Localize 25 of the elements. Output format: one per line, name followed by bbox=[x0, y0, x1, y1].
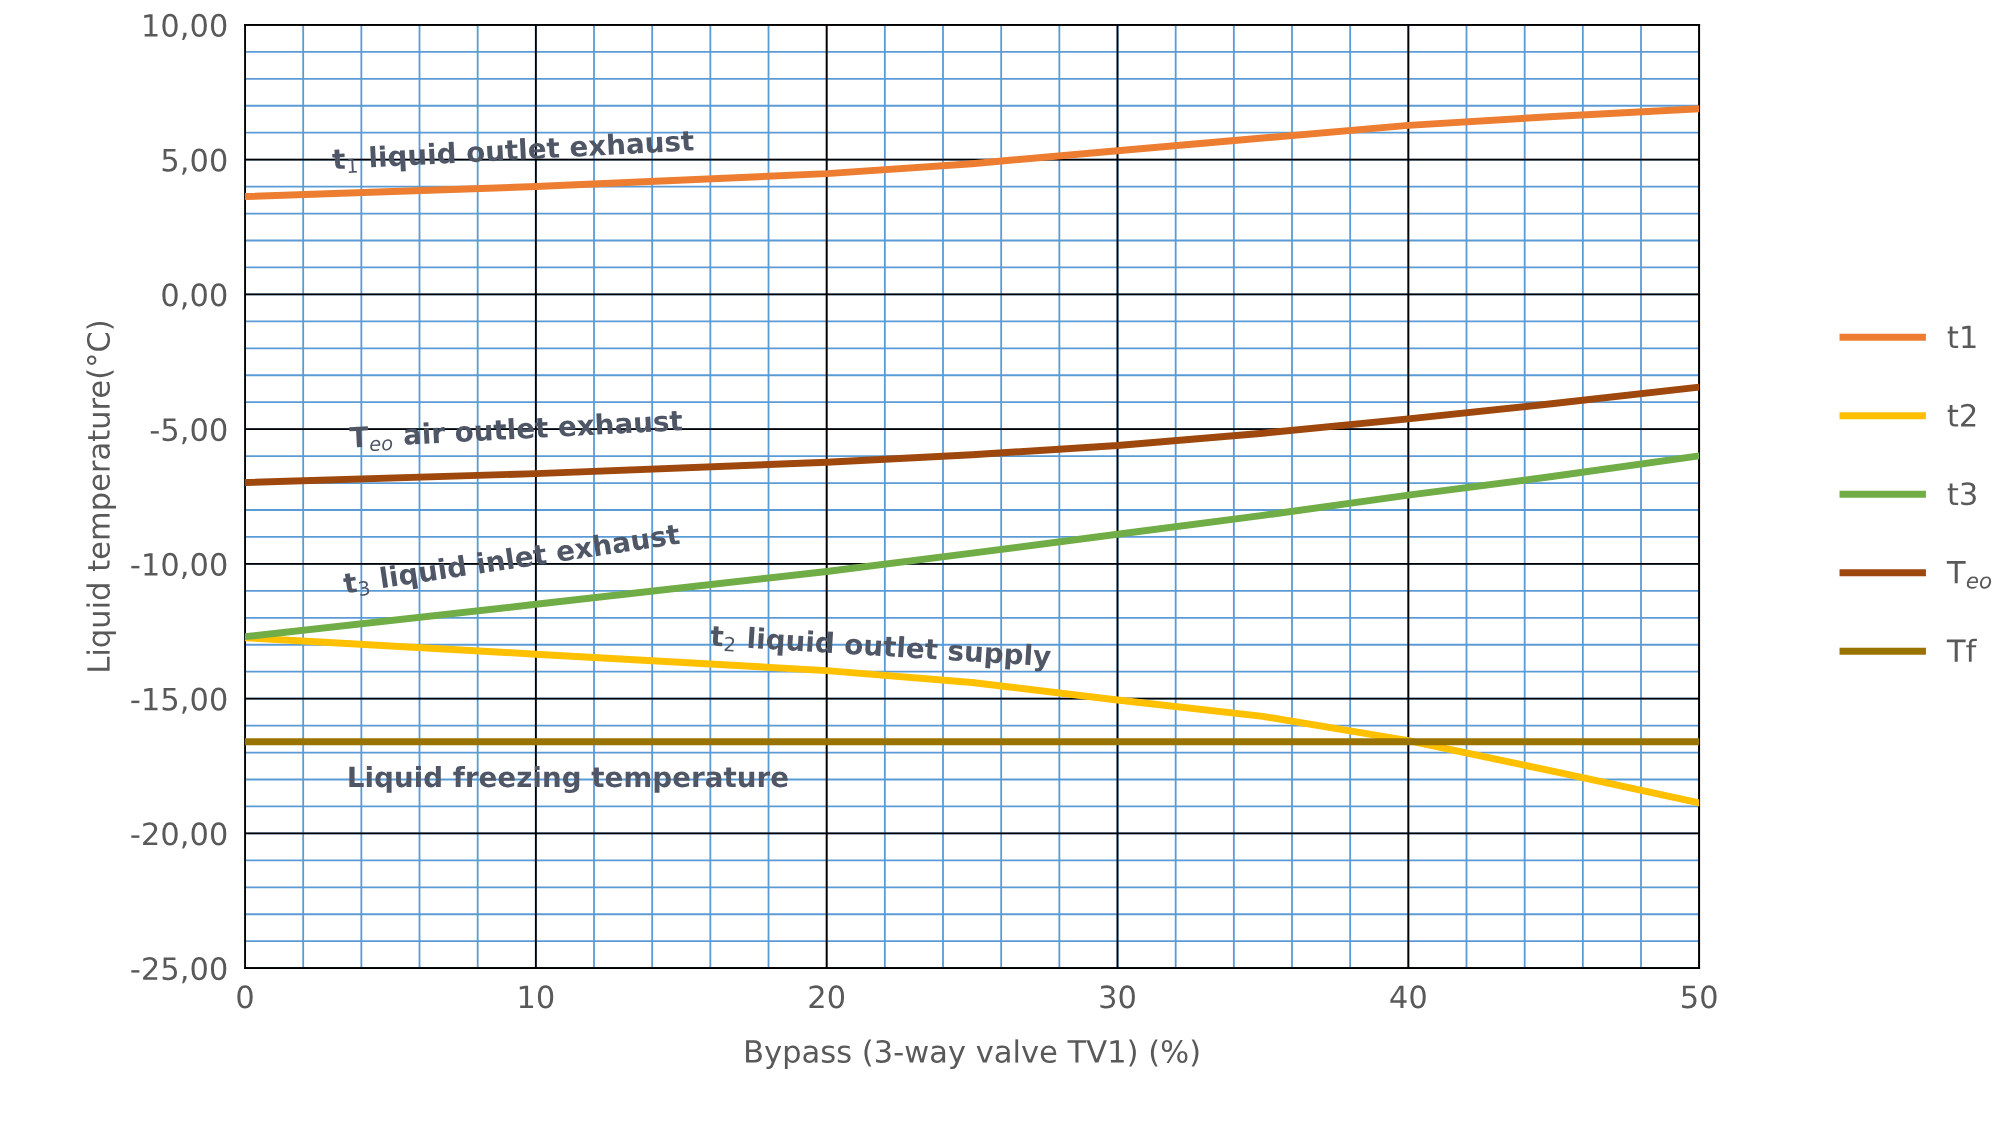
y-tick-label: -15,00 bbox=[131, 687, 227, 714]
x-tick-label: 40 bbox=[1390, 985, 1426, 1009]
legend-label: t1 bbox=[1947, 325, 1976, 349]
legend-label: t3 bbox=[1947, 482, 1976, 506]
x-tick-label: 20 bbox=[809, 985, 845, 1009]
y-tick-label: -25,00 bbox=[131, 957, 227, 984]
annotation: t$_{3}$ liquid inlet exhaust bbox=[342, 522, 682, 600]
y-tick-label: 10,00 bbox=[144, 13, 227, 41]
x-axis-title: Bypass (3-way valve TV1) (%) bbox=[746, 1039, 1199, 1069]
legend-label: t2 bbox=[1947, 403, 1976, 427]
y-tick-label: 5,00 bbox=[162, 148, 227, 175]
y-tick-label: -20,00 bbox=[131, 822, 227, 849]
annotation: t$_{1}$ liquid outlet exhaust bbox=[331, 129, 695, 176]
x-tick-label: 0 bbox=[237, 985, 253, 1009]
legend-label: T$_{eo}$ bbox=[1946, 561, 1992, 589]
y-axis-title: Liquid temperature(°C) bbox=[86, 321, 116, 671]
y-tick-label: 0,00 bbox=[162, 283, 227, 310]
x-tick-label: 50 bbox=[1682, 985, 1717, 1009]
x-tick-label: 30 bbox=[1100, 985, 1135, 1009]
y-tick-label: -5,00 bbox=[150, 418, 227, 445]
annotation: T$_{eo}$ air outlet exhaust bbox=[349, 409, 683, 453]
legend-label: Tf bbox=[1946, 638, 1977, 662]
y-tick-label: -10,00 bbox=[131, 552, 227, 580]
annotation: t$_{2}$ liquid outlet supply bbox=[709, 624, 1052, 673]
x-tick-label: 10 bbox=[519, 985, 554, 1009]
